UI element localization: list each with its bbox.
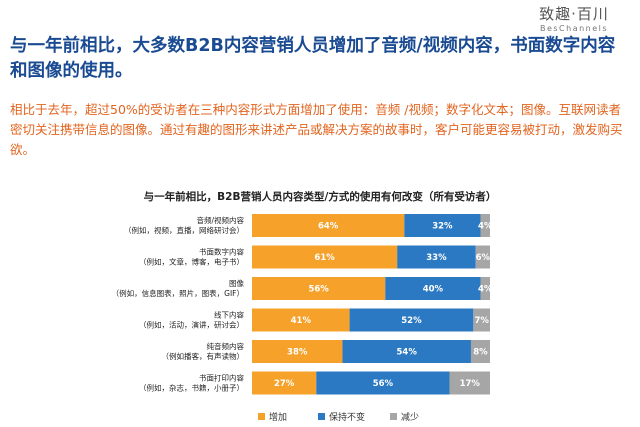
category-label: 书面数字内容 bbox=[199, 247, 244, 257]
data-label: 40% bbox=[423, 285, 444, 295]
legend-item: 保持不变 bbox=[318, 410, 365, 423]
data-label: 27% bbox=[274, 379, 295, 389]
data-label: 8% bbox=[473, 348, 488, 358]
bar-segment bbox=[470, 340, 490, 363]
data-label: 64% bbox=[318, 222, 339, 232]
bar-segment bbox=[342, 340, 471, 363]
category-label: 线下内容 bbox=[214, 310, 244, 320]
category-label: 纯音频内容 bbox=[207, 341, 245, 351]
bar-segment bbox=[252, 308, 350, 332]
data-label: 4% bbox=[478, 285, 493, 295]
bar-segment bbox=[252, 340, 343, 363]
page-subtext: 相比于去年，超过50%的受访者在三种内容形式方面增加了使用：音频 /视频；数字化… bbox=[10, 102, 623, 157]
data-label: 54% bbox=[397, 348, 418, 358]
legend-label: 保持不变 bbox=[329, 413, 366, 423]
data-label: 56% bbox=[373, 379, 394, 389]
category-sublabel: （例如，杂志，书籍，小册子） bbox=[139, 383, 244, 393]
data-label: 52% bbox=[401, 316, 422, 326]
category-label: 图像 bbox=[229, 278, 244, 288]
legend-swatch bbox=[390, 413, 397, 420]
data-label: 38% bbox=[287, 348, 308, 358]
brand-name: 致趣·百川 bbox=[539, 5, 609, 23]
category-sublabel: （例如，文章，博客，电子书） bbox=[139, 257, 244, 267]
bar-segment bbox=[473, 308, 490, 332]
legend-label: 减少 bbox=[401, 413, 420, 423]
data-label: 61% bbox=[314, 253, 335, 263]
bar-segment bbox=[449, 371, 490, 395]
bar-segment bbox=[480, 214, 490, 237]
bar-segment bbox=[252, 371, 317, 395]
category-label: 音频/视频内容 bbox=[196, 215, 244, 225]
bar-segment bbox=[475, 245, 490, 269]
bar-segment bbox=[316, 371, 450, 395]
category-label: 书面打印内容 bbox=[199, 373, 244, 383]
bar-segment bbox=[480, 277, 490, 300]
bar-segment bbox=[385, 277, 481, 300]
legend-label: 增加 bbox=[269, 413, 288, 423]
data-label: 17% bbox=[460, 379, 481, 389]
legend-item: 减少 bbox=[390, 410, 419, 423]
brand-sub: BesChannels bbox=[539, 24, 609, 33]
bar-segment bbox=[404, 214, 481, 237]
category-sublabel: （例如，活动，演讲，研讨会） bbox=[139, 320, 244, 330]
legend-item: 增加 bbox=[258, 410, 287, 423]
data-label: 4% bbox=[478, 222, 493, 232]
bar-segment bbox=[252, 245, 398, 269]
legend-swatch bbox=[318, 413, 325, 420]
brand-logo: 致趣·百川 BesChannels bbox=[518, 4, 630, 33]
category-sublabel: （例如播客，有声读物） bbox=[162, 351, 245, 361]
data-label: 41% bbox=[291, 316, 312, 326]
data-label: 56% bbox=[308, 285, 329, 295]
category-sublabel: （例如，视频，直播，网络研讨会） bbox=[124, 225, 244, 235]
data-label: 6% bbox=[476, 253, 491, 263]
bar-segment bbox=[397, 245, 476, 269]
bar-segment bbox=[252, 214, 405, 237]
page-headline: 与一年前相比，大多数B2B内容营销人员增加了音频/视频内容，书面数字内容和图像的… bbox=[10, 36, 616, 81]
legend-swatch bbox=[258, 413, 265, 420]
category-sublabel: （例如，信息图表，照片，图表，GIF） bbox=[112, 288, 244, 298]
data-label: 33% bbox=[426, 253, 447, 263]
bar-segment bbox=[349, 308, 474, 332]
data-label: 7% bbox=[474, 316, 489, 326]
chart-title: 与一年前相比，B2B营销人员内容类型/方式的使用有何改变（所有受访者） bbox=[143, 191, 497, 203]
bar-segment bbox=[252, 277, 386, 300]
data-label: 32% bbox=[432, 222, 453, 232]
